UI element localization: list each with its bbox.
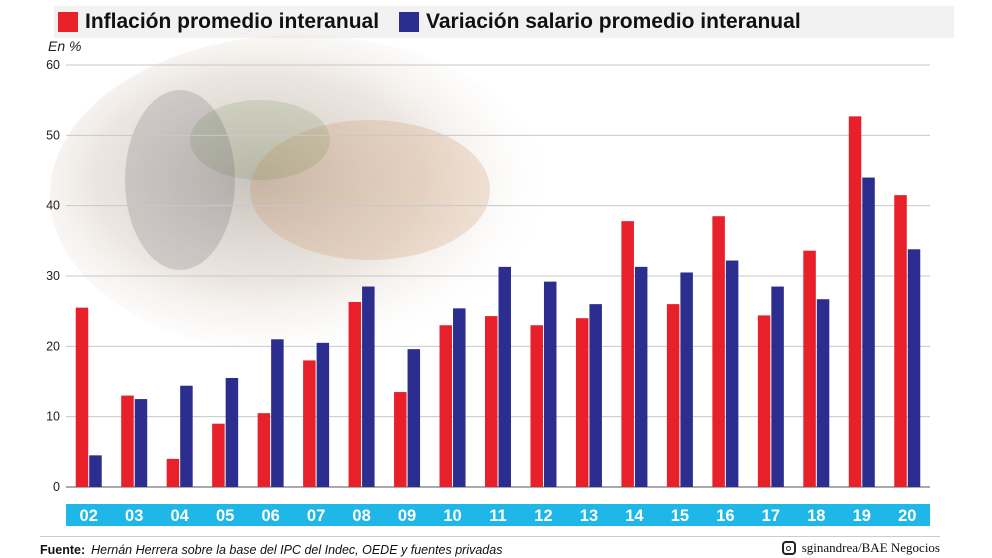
legend-item-inflation: Inflación promedio interanual (58, 10, 379, 34)
legend-label-salary: Variación salario promedio interanual (426, 10, 801, 33)
y-tick-label-0: 0 (53, 480, 60, 494)
bar-inflation-18 (803, 250, 816, 487)
bar-inflation-11 (485, 316, 498, 487)
x-tick-label-03: 03 (125, 507, 143, 525)
bar-inflation-04 (166, 458, 180, 487)
legend-swatch-salary (399, 12, 420, 32)
bar-inflation-17 (757, 315, 771, 487)
x-tick-label-12: 12 (534, 507, 552, 525)
y-tick-label-40: 40 (46, 199, 60, 213)
bar-inflation-09 (394, 392, 407, 487)
bar-salary-08 (362, 286, 375, 487)
bar-salary-16 (725, 260, 739, 487)
bar-inflation-06 (257, 413, 271, 487)
bar-salary-06 (271, 339, 284, 487)
y-axis-unit-label: En % (48, 38, 82, 54)
bar-salary-05 (225, 377, 239, 487)
bar-salary-17 (771, 286, 784, 487)
bar-salary-07 (316, 342, 330, 487)
x-tick-label-08: 08 (352, 507, 370, 525)
x-tick-label-02: 02 (80, 507, 98, 525)
bar-salary-20 (907, 249, 921, 487)
x-tick-label-11: 11 (489, 507, 506, 525)
y-tick-label-10: 10 (46, 410, 60, 424)
bar-inflation-03 (121, 395, 134, 487)
bar-inflation-07 (303, 360, 316, 487)
market-photo-background (50, 35, 550, 355)
chart-legend: Inflación promedio interanual Variación … (54, 6, 954, 38)
author-credit: sginandrea/BAE Negocios (781, 540, 940, 556)
legend-item-salary: Variación salario promedio interanual (399, 10, 801, 34)
source-text: Hernán Herrera sobre la base del IPC del… (91, 543, 503, 557)
x-tick-label-19: 19 (853, 507, 871, 525)
x-tick-label-15: 15 (671, 507, 689, 525)
footer-rule (40, 536, 940, 537)
bar-salary-04 (180, 385, 193, 487)
x-tick-label-16: 16 (716, 507, 734, 525)
x-tick-label-17: 17 (762, 507, 780, 525)
bar-inflation-08 (348, 302, 362, 487)
source-prefix: Fuente: (40, 543, 86, 557)
x-axis-band (66, 504, 930, 526)
bar-salary-19 (862, 177, 875, 488)
bar-salary-12 (543, 281, 557, 487)
bar-salary-11 (498, 266, 511, 487)
bar-inflation-05 (212, 423, 225, 487)
x-tick-label-09: 09 (398, 507, 416, 525)
x-tick-label-07: 07 (307, 507, 325, 525)
source-note: Fuente: Hernán Herrera sobre la base del … (40, 543, 502, 557)
x-tick-label-05: 05 (216, 507, 234, 525)
bar-inflation-15 (666, 304, 680, 487)
x-tick-label-06: 06 (261, 507, 279, 525)
bar-salary-10 (453, 308, 466, 487)
bar-inflation-16 (712, 216, 725, 487)
x-tick-label-04: 04 (171, 507, 190, 525)
bar-inflation-02 (75, 307, 89, 487)
bar-salary-02 (89, 455, 102, 487)
y-tick-label-50: 50 (46, 128, 60, 142)
credit-text: sginandrea/BAE Negocios (801, 540, 940, 555)
bar-salary-09 (407, 349, 421, 487)
x-tick-label-18: 18 (807, 507, 825, 525)
legend-label-inflation: Inflación promedio interanual (85, 10, 380, 33)
bar-salary-03 (134, 399, 148, 487)
bar-salary-18 (816, 299, 830, 487)
bar-inflation-19 (848, 116, 862, 488)
bar-inflation-13 (575, 318, 589, 487)
bar-inflation-20 (894, 195, 907, 487)
x-tick-label-14: 14 (625, 507, 644, 525)
y-tick-label-20: 20 (46, 339, 60, 353)
x-tick-label-13: 13 (580, 507, 598, 525)
bar-inflation-14 (621, 221, 634, 487)
bar-salary-15 (680, 272, 693, 487)
bar-salary-14 (634, 266, 648, 487)
y-tick-label-30: 30 (46, 269, 60, 283)
x-tick-label-10: 10 (443, 507, 461, 525)
bar-salary-13 (589, 304, 602, 487)
y-tick-label-60: 60 (46, 58, 60, 72)
x-tick-label-20: 20 (898, 507, 916, 525)
legend-swatch-inflation (58, 12, 78, 32)
bar-inflation-12 (530, 325, 543, 487)
instagram-icon (781, 541, 796, 555)
bar-inflation-10 (439, 325, 453, 487)
